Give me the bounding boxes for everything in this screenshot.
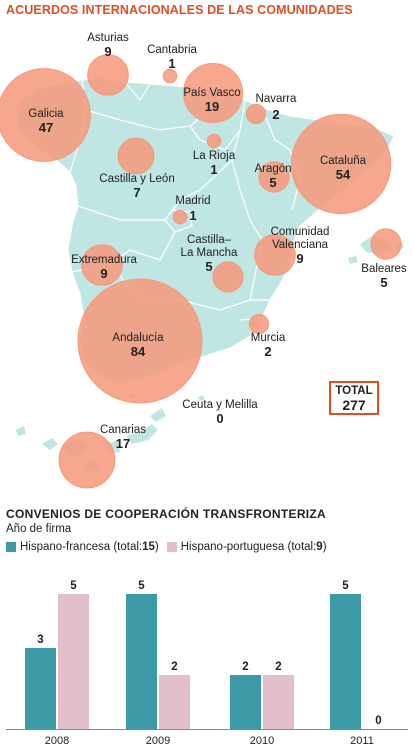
bubble-catalu-a (290, 113, 392, 215)
bubble-madrid (172, 209, 188, 225)
label-comunidad-valenciana: Comunidad Valenciana 9 (270, 226, 330, 266)
bubble-la-rioja (206, 133, 222, 149)
bubble-pa-s-vasco (183, 63, 243, 123)
label-ceuta-melilla: Ceuta y Melilla 0 (182, 399, 258, 426)
bubble-navarra (245, 103, 267, 125)
label-canarias: Canarias 17 (99, 424, 147, 451)
bubble-arag-n (258, 161, 290, 193)
label-castilla-leon: Castilla y León 7 (99, 173, 175, 200)
spain-map (0, 54, 404, 489)
bar-value-label: 3 (37, 634, 43, 646)
bar-value-label: 2 (275, 661, 281, 673)
label-madrid: Madrid (175, 195, 211, 207)
label-aragon: Aragón 5 (254, 163, 292, 190)
bar-2008-portuguese (58, 594, 89, 729)
bar-2010-portuguese (263, 675, 294, 729)
label-extremadura: Extremadura 9 (71, 254, 137, 281)
bar-chart-legend: Hispano-francesa (total: 15) Hispano-por… (6, 541, 335, 553)
bar-value-label: 2 (171, 661, 177, 673)
bubble-andaluc-a (77, 278, 203, 404)
bar-chart-subtitle: Año de firma (6, 523, 72, 535)
bubble-asturias (87, 54, 129, 96)
label-la-rioja: La Rioja 1 (192, 150, 236, 177)
bar-2008-french (25, 648, 56, 729)
label-murcia: Murcia 2 (250, 332, 286, 359)
bar-chart-title: CONVENIOS DE COOPERACIÓN TRANSFRONTERIZA (6, 507, 327, 521)
label-cataluna: Cataluña 54 (319, 155, 367, 182)
bubble-extremadura (81, 244, 123, 286)
bar-value-label: 5 (342, 580, 349, 592)
bubble-galicia (0, 68, 91, 162)
x-tick-label: 2008 (45, 735, 69, 747)
bubble-castilla-la-mancha (212, 261, 244, 293)
x-tick-label: 2010 (250, 735, 274, 747)
map-title: ACUERDOS INTERNACIONALES DE LAS COMUNIDA… (6, 3, 353, 17)
baleares-land-3 (348, 256, 358, 264)
bubble-layer (0, 54, 402, 489)
bar-value-label: 2 (242, 661, 248, 673)
bubble-murcia (248, 313, 270, 335)
bar-value-label: 5 (70, 580, 77, 592)
total-label: TOTAL (335, 385, 373, 397)
bar-2009-portuguese (159, 675, 190, 729)
label-madrid-value: 1 (189, 208, 197, 223)
label-castilla-la-mancha: Castilla– La Mancha 5 (180, 234, 238, 274)
legend-item-french: Hispano-francesa (total: 15) (6, 541, 159, 553)
legend-item-portuguese: Hispano-portuguesa (total: 9) (166, 541, 327, 553)
bubble-canarias (58, 431, 116, 489)
bubble-cantabria (162, 68, 178, 84)
bar-2010-french (230, 675, 261, 729)
bar-2009-french (126, 594, 157, 729)
bar-2011-french (330, 594, 361, 729)
label-asturias: Asturias 9 (87, 32, 129, 59)
label-navarra: Navarra (255, 93, 297, 105)
bar-value-label: 5 (138, 580, 145, 592)
total-box: TOTAL 277 (329, 381, 379, 415)
label-galicia: Galicia 47 (28, 108, 64, 135)
bubble-comunidad-valenciana (254, 234, 296, 276)
label-cantabria: Cantabria 1 (147, 44, 197, 71)
label-baleares: Baleares 5 (361, 263, 407, 290)
total-value: 277 (342, 397, 366, 413)
label-pais-vasco: País Vasco 19 (183, 87, 241, 114)
legend-swatch-portuguese (166, 542, 177, 552)
legend-swatch-french (6, 542, 16, 552)
label-andalucia: Andalucía 84 (112, 332, 164, 359)
label-navarra-value: 2 (272, 107, 280, 122)
bubble-baleares (370, 228, 402, 260)
bar-value-label: 0 (375, 715, 381, 727)
x-tick-label: 2011 (350, 735, 374, 747)
x-tick-label: 2009 (146, 735, 170, 747)
melilla-land (198, 395, 205, 401)
bubble-castilla-y-le-n (117, 137, 155, 175)
